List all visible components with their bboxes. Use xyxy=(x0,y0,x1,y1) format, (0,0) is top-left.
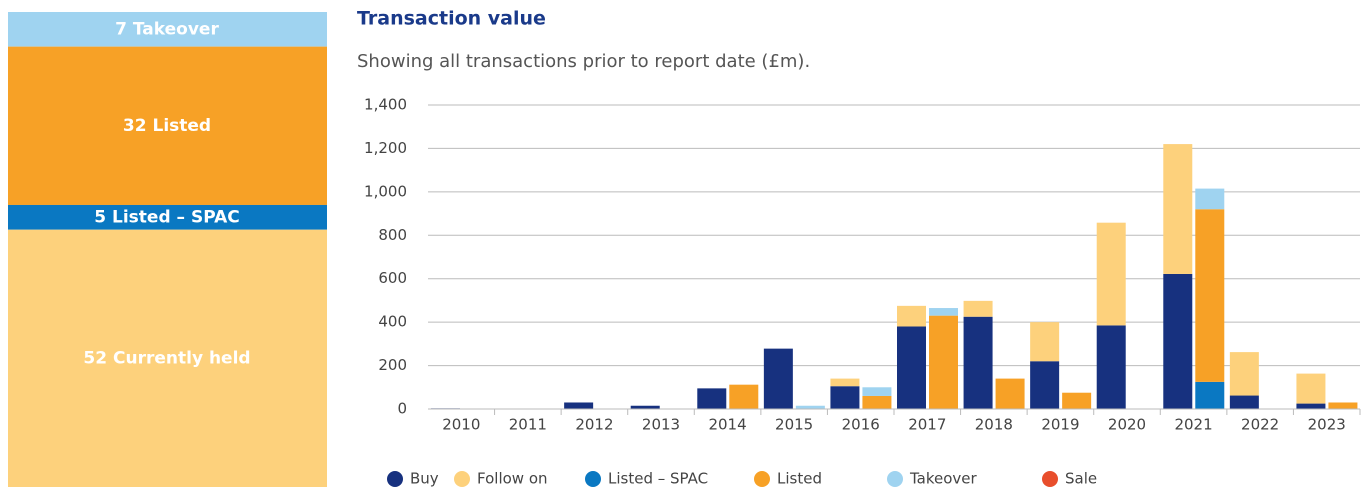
bar-segment xyxy=(1195,381,1225,409)
bar-segment xyxy=(1030,361,1060,409)
x-tick-label: 2010 xyxy=(442,416,480,434)
legend-swatch xyxy=(387,471,403,487)
bar-segment xyxy=(1296,373,1326,404)
bar-segment xyxy=(564,402,594,409)
chart-title: Transaction value xyxy=(357,8,546,30)
chart-subtitle: Showing all transactions prior to report… xyxy=(357,51,810,72)
bar-segment xyxy=(1229,352,1259,396)
summary-value: 7 xyxy=(115,19,127,39)
bar-segment xyxy=(1163,273,1193,409)
y-tick-label: 200 xyxy=(378,356,407,374)
bar-segment xyxy=(963,316,993,409)
legend-label: Buy xyxy=(410,470,439,487)
bar-segment xyxy=(1229,395,1259,409)
bar-segment xyxy=(630,405,660,409)
bar-segment xyxy=(729,384,759,409)
y-tick-label: 1,000 xyxy=(364,182,407,200)
x-tick-label: 2020 xyxy=(1108,416,1146,434)
summary-name: Listed xyxy=(152,116,211,136)
y-tick-label: 800 xyxy=(378,226,407,244)
bar-segment xyxy=(862,395,892,409)
x-tick-label: 2017 xyxy=(908,416,946,434)
legend-swatch xyxy=(585,471,601,487)
summary-segment xyxy=(8,46,327,205)
legend-swatch xyxy=(754,471,770,487)
bar-segment xyxy=(929,315,958,409)
x-tick-label: 2019 xyxy=(1041,416,1079,434)
bar-segment xyxy=(963,300,993,317)
summary-value: 52 xyxy=(83,348,107,368)
summary-segment xyxy=(8,12,327,47)
x-tick-label: 2011 xyxy=(509,416,547,434)
bar-segment xyxy=(1062,392,1092,409)
x-tick-label: 2022 xyxy=(1241,416,1279,434)
y-tick-label: 400 xyxy=(378,313,407,331)
x-tick-label: 2021 xyxy=(1174,416,1212,434)
bar-segment xyxy=(1163,144,1193,274)
summary-name: Takeover xyxy=(133,19,220,39)
bar-segment xyxy=(1096,222,1126,326)
bar-segment xyxy=(697,388,727,409)
bar-segment xyxy=(929,308,958,316)
summary-value: 32 xyxy=(123,116,147,136)
legend-label: Follow on xyxy=(477,470,548,487)
legend-label: Sale xyxy=(1065,470,1097,487)
y-tick-label: 1,400 xyxy=(364,96,407,114)
bar-segment xyxy=(1195,209,1225,382)
summary-label: 52 Currently held xyxy=(83,348,250,368)
x-tick-label: 2016 xyxy=(842,416,880,434)
bar-segment xyxy=(1296,403,1326,409)
bar-segment xyxy=(1195,188,1225,210)
bar-segment xyxy=(1096,325,1126,409)
bar-segment xyxy=(995,378,1025,409)
y-tick-label: 1,200 xyxy=(364,139,407,157)
x-tick-label: 2015 xyxy=(775,416,813,434)
x-tick-label: 2012 xyxy=(575,416,613,434)
legend-swatch xyxy=(1042,471,1058,487)
x-tick-label: 2013 xyxy=(642,416,680,434)
bar-segment xyxy=(763,348,793,409)
bar-segment xyxy=(897,326,926,409)
summary-segment xyxy=(8,204,327,230)
summary-value: 5 xyxy=(94,207,106,227)
y-tick-label: 600 xyxy=(378,269,407,287)
summary-name: Listed – SPAC xyxy=(112,207,240,227)
x-tick-label: 2014 xyxy=(708,416,746,434)
legend-label: Listed xyxy=(777,470,822,487)
bar-segment xyxy=(1328,402,1358,409)
bar-segment xyxy=(897,305,926,327)
legend-swatch xyxy=(887,471,903,487)
legend-label: Takeover xyxy=(909,470,978,487)
bar-segment xyxy=(1030,322,1060,362)
summary-label: 32 Listed xyxy=(123,116,211,136)
x-tick-label: 2018 xyxy=(975,416,1013,434)
summary-label: 5 Listed – SPAC xyxy=(94,207,239,227)
bar-segment xyxy=(830,378,860,387)
bar-segment xyxy=(830,386,860,409)
bar-segment xyxy=(862,387,892,396)
legend-label: Listed – SPAC xyxy=(608,470,708,487)
x-tick-label: 2023 xyxy=(1308,416,1346,434)
summary-label: 7 Takeover xyxy=(115,19,219,39)
legend-swatch xyxy=(454,471,470,487)
summary-name: Currently held xyxy=(113,348,251,368)
summary-segment xyxy=(8,229,327,487)
y-tick-label: 0 xyxy=(397,400,407,418)
bar-segment xyxy=(795,405,825,409)
